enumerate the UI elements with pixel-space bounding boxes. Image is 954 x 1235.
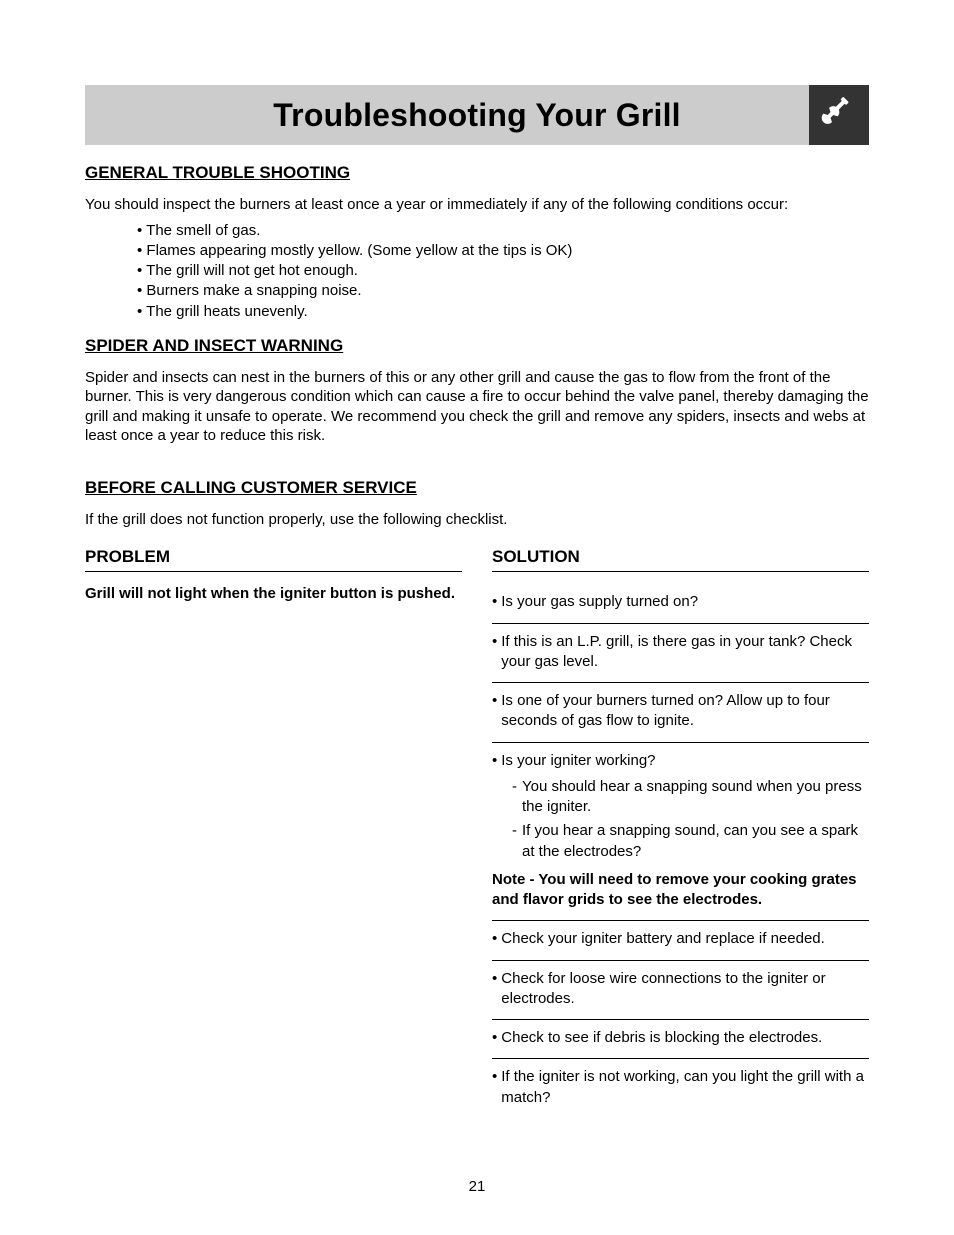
solution-text: Is one of your burners turned on? Allow …	[501, 691, 869, 732]
solution-text: Check for loose wire connections to the …	[501, 969, 869, 1010]
bullet-icon: •	[492, 1028, 501, 1048]
list-item: The smell of gas.	[137, 221, 869, 241]
solution-item: •Is your igniter working? -You should hea…	[492, 743, 869, 922]
bullet-icon: •	[492, 691, 501, 732]
solution-item: •If the igniter is not working, can you …	[492, 1059, 869, 1118]
title-bar: Troubleshooting Your Grill	[85, 85, 869, 145]
page-number: 21	[0, 1178, 954, 1195]
problem-header: PROBLEM	[85, 547, 462, 572]
solution-item: •Is one of your burners turned on? Allow…	[492, 683, 869, 743]
list-item: The grill will not get hot enough.	[137, 261, 869, 281]
solution-note: Note - You will need to remove your cook…	[492, 864, 869, 911]
wrench-icon	[809, 85, 869, 145]
solution-text: Is your gas supply turned on?	[501, 592, 869, 612]
page-container: Troubleshooting Your Grill GENERAL TROUB…	[0, 0, 954, 1235]
solution-item: •Check for loose wire connections to the…	[492, 961, 869, 1021]
problem-text: Grill will not light when the igniter bu…	[85, 584, 462, 604]
solution-text: If this is an L.P. grill, is there gas i…	[501, 632, 869, 673]
solution-item: •Check your igniter battery and replace …	[492, 921, 869, 960]
page-title: Troubleshooting Your Grill	[273, 97, 681, 134]
list-item: The grill heats unevenly.	[137, 302, 869, 322]
solution-item: •If this is an L.P. grill, is there gas …	[492, 624, 869, 684]
section-heading-before: BEFORE CALLING CUSTOMER SERVICE	[85, 478, 869, 498]
bullet-icon: •	[492, 969, 501, 1010]
bullet-icon: •	[492, 929, 501, 949]
problem-column: PROBLEM Grill will not light when the ig…	[85, 547, 462, 1118]
section-heading-spider: SPIDER AND INSECT WARNING	[85, 336, 869, 356]
spider-body: Spider and insects can nest in the burne…	[85, 368, 869, 446]
list-item: Burners make a snapping noise.	[137, 281, 869, 301]
solution-subitem: -If you hear a snapping sound, can you s…	[512, 819, 869, 864]
troubleshoot-table: PROBLEM Grill will not light when the ig…	[85, 547, 869, 1118]
solution-item: •Check to see if debris is blocking the …	[492, 1020, 869, 1059]
before-body: If the grill does not function properly,…	[85, 510, 869, 530]
bullet-icon: •	[492, 1067, 501, 1108]
bullet-icon: •	[492, 592, 501, 612]
solution-column: SOLUTION •Is your gas supply turned on?•…	[492, 547, 869, 1118]
bullet-icon: •	[492, 632, 501, 673]
bullet-icon: •	[492, 751, 501, 771]
solution-sublist: -You should hear a snapping sound when y…	[492, 775, 869, 864]
section-heading-general: GENERAL TROUBLE SHOOTING	[85, 163, 869, 183]
solution-text: Check your igniter battery and replace i…	[501, 929, 869, 949]
general-bullet-list: The smell of gas. Flames appearing mostl…	[85, 221, 869, 322]
solution-item: •Is your gas supply turned on?	[492, 584, 869, 623]
solution-list: •Is your gas supply turned on?•If this i…	[492, 584, 869, 1118]
solution-text: If the igniter is not working, can you l…	[501, 1067, 869, 1108]
solution-header: SOLUTION	[492, 547, 869, 572]
solution-text: Is your igniter working?	[501, 751, 869, 771]
solution-text: Check to see if debris is blocking the e…	[501, 1028, 869, 1048]
list-item: Flames appearing mostly yellow. (Some ye…	[137, 241, 869, 261]
solution-subitem: -You should hear a snapping sound when y…	[512, 775, 869, 820]
general-intro: You should inspect the burners at least …	[85, 195, 869, 215]
